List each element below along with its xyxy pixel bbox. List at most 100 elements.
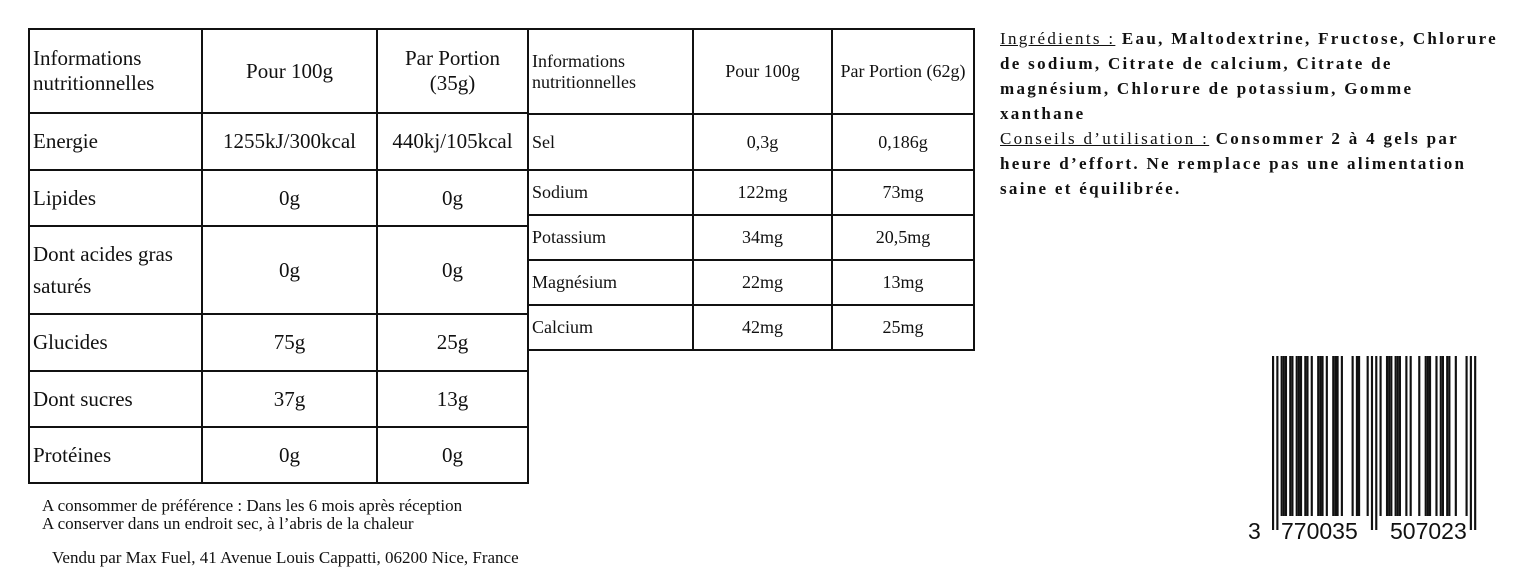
barcode-bar xyxy=(1297,356,1300,516)
barcode-bar xyxy=(1284,356,1288,516)
barcode-bar xyxy=(1409,356,1412,516)
barcode-left-group: 770035 xyxy=(1279,518,1360,544)
table-row: Calcium 42mg 25mg xyxy=(527,304,975,351)
barcode-bar xyxy=(1385,356,1389,516)
table-row: Potassium 34mg 20,5mg xyxy=(527,214,975,261)
value-per-100g: 34mg xyxy=(692,214,833,261)
barcode-bar xyxy=(1441,356,1444,516)
nutrient-name: Energie xyxy=(28,112,203,171)
header-cell: Informations nutritionnelles xyxy=(527,28,694,115)
table-row: Glucides 75g 25g xyxy=(28,313,529,372)
barcode-bar xyxy=(1388,356,1391,516)
barcode-bar xyxy=(1424,356,1427,516)
barcode-bar xyxy=(1474,356,1477,530)
barcode-bar xyxy=(1276,356,1279,530)
barcode-bar xyxy=(1379,356,1382,516)
barcode-bar xyxy=(1351,356,1354,516)
barcode-bar xyxy=(1439,356,1442,516)
value-per-100g: 22mg xyxy=(692,259,833,306)
barcode-bar xyxy=(1398,356,1401,516)
value-per-100g: 75g xyxy=(201,313,378,372)
barcode-bar xyxy=(1448,356,1451,516)
usage-label: Conseils d’utilisation : xyxy=(1000,129,1210,148)
storage-note: A conserver dans un endroit sec, à l’abr… xyxy=(42,514,414,533)
mineral-name: Sel xyxy=(527,113,694,171)
mineral-name: Sodium xyxy=(527,169,694,216)
value-per-100g: 0,3g xyxy=(692,113,833,171)
value-per-100g: 0g xyxy=(201,169,378,227)
value-per-portion: 20,5mg xyxy=(831,214,975,261)
header-cell: Pour 100g xyxy=(201,28,378,114)
barcode-bar xyxy=(1454,356,1457,516)
barcode-bar xyxy=(1304,356,1307,516)
barcode-bar xyxy=(1306,356,1309,516)
table-header-row: Informations nutritionnelles Pour 100g P… xyxy=(28,28,529,114)
barcode-bar xyxy=(1336,356,1339,516)
header-cell: Pour 100g xyxy=(692,28,833,115)
barcode-bar xyxy=(1295,356,1298,516)
barcode-bar xyxy=(1418,356,1421,516)
header-cell: Par Portion (62g) xyxy=(831,28,975,115)
value-per-portion: 0,186g xyxy=(831,113,975,171)
barcode-bar xyxy=(1426,356,1429,516)
mineral-name: Magnésium xyxy=(527,259,694,306)
value-per-portion: 0g xyxy=(376,169,529,227)
storage-notes: A consommer de préférence : Dans les 6 m… xyxy=(42,497,462,533)
value-per-100g: 37g xyxy=(201,370,378,428)
barcode-bar xyxy=(1317,356,1320,516)
value-per-portion: 25mg xyxy=(831,304,975,351)
table-row: Sel 0,3g 0,186g xyxy=(527,113,975,171)
table-row: Magnésium 22mg 13mg xyxy=(527,259,975,306)
barcode-bar xyxy=(1334,356,1337,516)
value-per-portion: 25g xyxy=(376,313,529,372)
value-per-100g: 0g xyxy=(201,225,378,315)
barcode-bar xyxy=(1435,356,1438,516)
barcode-bar xyxy=(1272,356,1275,530)
barcode-bar xyxy=(1325,356,1328,516)
value-per-100g: 42mg xyxy=(692,304,833,351)
barcode-bar xyxy=(1428,356,1432,516)
barcode-right-group: 507023 xyxy=(1388,518,1469,544)
barcode-bar xyxy=(1280,356,1283,516)
seller-address: Vendu par Max Fuel, 41 Avenue Louis Capp… xyxy=(52,548,519,567)
table-row: Lipides 0g 0g xyxy=(28,169,529,227)
barcode-bar xyxy=(1446,356,1449,516)
minerals-table: Informations nutritionnelles Pour 100g P… xyxy=(527,28,975,351)
nutrition-table: Informations nutritionnelles Pour 100g P… xyxy=(28,28,529,484)
header-cell: Par Portion (35g) xyxy=(376,28,529,114)
barcode-bar xyxy=(1394,356,1397,516)
nutrient-name: Dont acides gras saturés xyxy=(28,225,203,315)
barcode-bar xyxy=(1370,356,1374,530)
barcode-bar xyxy=(1355,356,1358,516)
barcode-bar xyxy=(1299,356,1303,516)
nutrient-name: Protéines xyxy=(28,426,203,484)
table-header-row: Informations nutritionnelles Pour 100g P… xyxy=(527,28,975,115)
table-row: Sodium 122mg 73mg xyxy=(527,169,975,216)
barcode-first-digit: 3 xyxy=(1248,518,1261,544)
table-row: Dont sucres 37g 13g xyxy=(28,370,529,428)
barcode-bar xyxy=(1358,356,1361,516)
mineral-name: Calcium xyxy=(527,304,694,351)
barcode-bar xyxy=(1291,356,1294,516)
barcode-bar xyxy=(1375,356,1378,530)
usage-text: Consommer 2 à 4 gels par heure d’effort.… xyxy=(1000,129,1467,198)
ingredients-label: Ingrédients : xyxy=(1000,29,1116,48)
table-row: Protéines 0g 0g xyxy=(28,426,529,484)
barcode-bar xyxy=(1321,356,1324,516)
barcode-bar xyxy=(1310,356,1313,516)
barcode-bar xyxy=(1289,356,1292,516)
value-per-portion: 13mg xyxy=(831,259,975,306)
value-per-portion: 440kj/105kcal xyxy=(376,112,529,171)
nutrient-name: Glucides xyxy=(28,313,203,372)
value-per-portion: 0g xyxy=(376,225,529,315)
value-per-100g: 0g xyxy=(201,426,378,484)
barcode-bar xyxy=(1366,356,1369,516)
value-per-portion: 0g xyxy=(376,426,529,484)
ingredients-text: Eau, Maltodextrine, Fructose, Chlorure d… xyxy=(1000,29,1498,123)
barcode: 3 770035 507023 xyxy=(1248,356,1490,544)
ingredients-block: Ingrédients : Eau, Maltodextrine, Fructo… xyxy=(1000,26,1500,201)
value-per-portion: 13g xyxy=(376,370,529,428)
value-per-portion: 73mg xyxy=(831,169,975,216)
barcode-bar xyxy=(1319,356,1322,516)
nutrient-name: Dont sucres xyxy=(28,370,203,428)
